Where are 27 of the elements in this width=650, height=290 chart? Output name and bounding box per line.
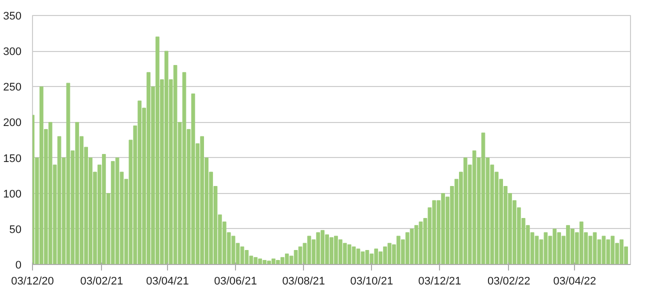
x-tick-label: 03/12/21 <box>418 276 462 288</box>
x-tick-label: 03/04/21 <box>146 276 189 288</box>
y-tick-label: 200 <box>3 117 22 130</box>
y-tick-label: 50 <box>9 224 22 236</box>
bar <box>240 246 244 264</box>
bar <box>298 246 302 264</box>
y-tick-label: 150 <box>3 152 22 165</box>
y-tick-label: 350 <box>3 10 22 22</box>
y-tick-label: 300 <box>3 46 22 58</box>
y-tick-label: 0 <box>15 260 22 272</box>
bar <box>602 236 606 264</box>
bar <box>360 251 365 264</box>
y-tick-label: 100 <box>3 188 22 200</box>
x-tick-label: 03/02/22 <box>487 276 530 288</box>
bar <box>534 236 539 264</box>
bar <box>356 248 360 264</box>
x-tick-label: 03/12/20 <box>11 276 54 288</box>
bar <box>418 222 423 264</box>
x-tick-label: 03/08/21 <box>282 276 326 288</box>
y-tick-label: 250 <box>3 82 22 94</box>
bar <box>57 136 62 264</box>
x-tick-label: 03/10/21 <box>350 276 394 288</box>
x-tick-label: 03/04/22 <box>553 276 596 288</box>
bar <box>182 72 186 264</box>
bar <box>481 132 486 264</box>
x-tick-label: 03/06/21 <box>214 276 257 288</box>
x-tick-label: 03/02/21 <box>80 276 124 288</box>
